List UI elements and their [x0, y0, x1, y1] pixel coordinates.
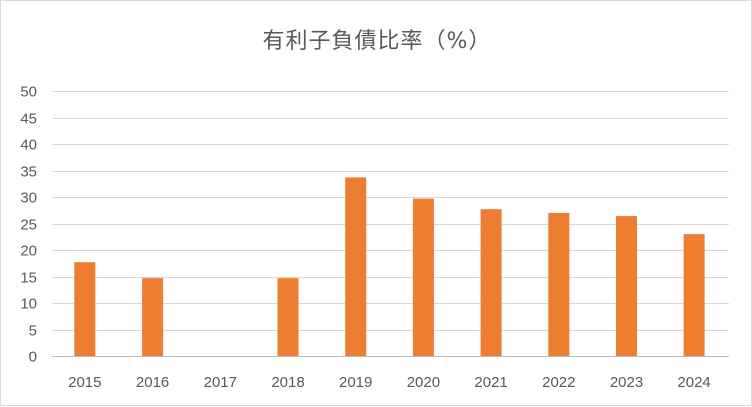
x-tick-label: 2018 — [271, 374, 304, 391]
bar-2021 — [480, 209, 502, 356]
y-tick-label: 10 — [20, 296, 37, 313]
chart-title: 有利子負債比率（%） — [262, 29, 492, 54]
x-tick-label: 2017 — [204, 374, 237, 391]
y-tick-label: 25 — [20, 217, 37, 234]
y-tick-label: 5 — [29, 323, 37, 340]
x-tick-label: 2021 — [474, 374, 507, 391]
x-tick-label: 2022 — [542, 374, 575, 391]
x-tick-label: 2024 — [677, 374, 710, 391]
x-tick-label: 2019 — [339, 374, 372, 391]
x-tick-label: 2015 — [68, 374, 101, 391]
bar-2024 — [683, 234, 705, 356]
y-tick-label: 15 — [20, 270, 37, 287]
y-tick-label: 0 — [29, 349, 37, 366]
bar-2016 — [142, 278, 164, 356]
y-tick-label: 50 — [20, 84, 37, 101]
x-tick-label: 2016 — [136, 374, 169, 391]
x-tick-label: 2020 — [407, 374, 440, 391]
x-tick-label: 2023 — [610, 374, 643, 391]
gridlines — [52, 91, 729, 357]
y-tick-label: 30 — [20, 190, 37, 207]
y-tick-label: 35 — [20, 164, 37, 181]
bar-2019 — [345, 177, 367, 356]
y-tick-label: 40 — [20, 137, 37, 154]
bar-2020 — [412, 198, 434, 356]
bars — [74, 177, 705, 356]
bar-2022 — [548, 212, 570, 356]
x-axis-ticks: 2015 2016 2017 2018 2019 2020 2021 2022 2023 2024 — [68, 374, 711, 391]
y-tick-label: 20 — [20, 243, 37, 260]
bar-2023 — [616, 216, 637, 356]
y-axis-ticks: 0 5 10 15 20 25 30 35 40 45 50 — [20, 84, 37, 366]
y-tick-label: 45 — [20, 111, 37, 128]
bar-2018 — [277, 278, 299, 356]
bar-2015 — [74, 262, 96, 356]
